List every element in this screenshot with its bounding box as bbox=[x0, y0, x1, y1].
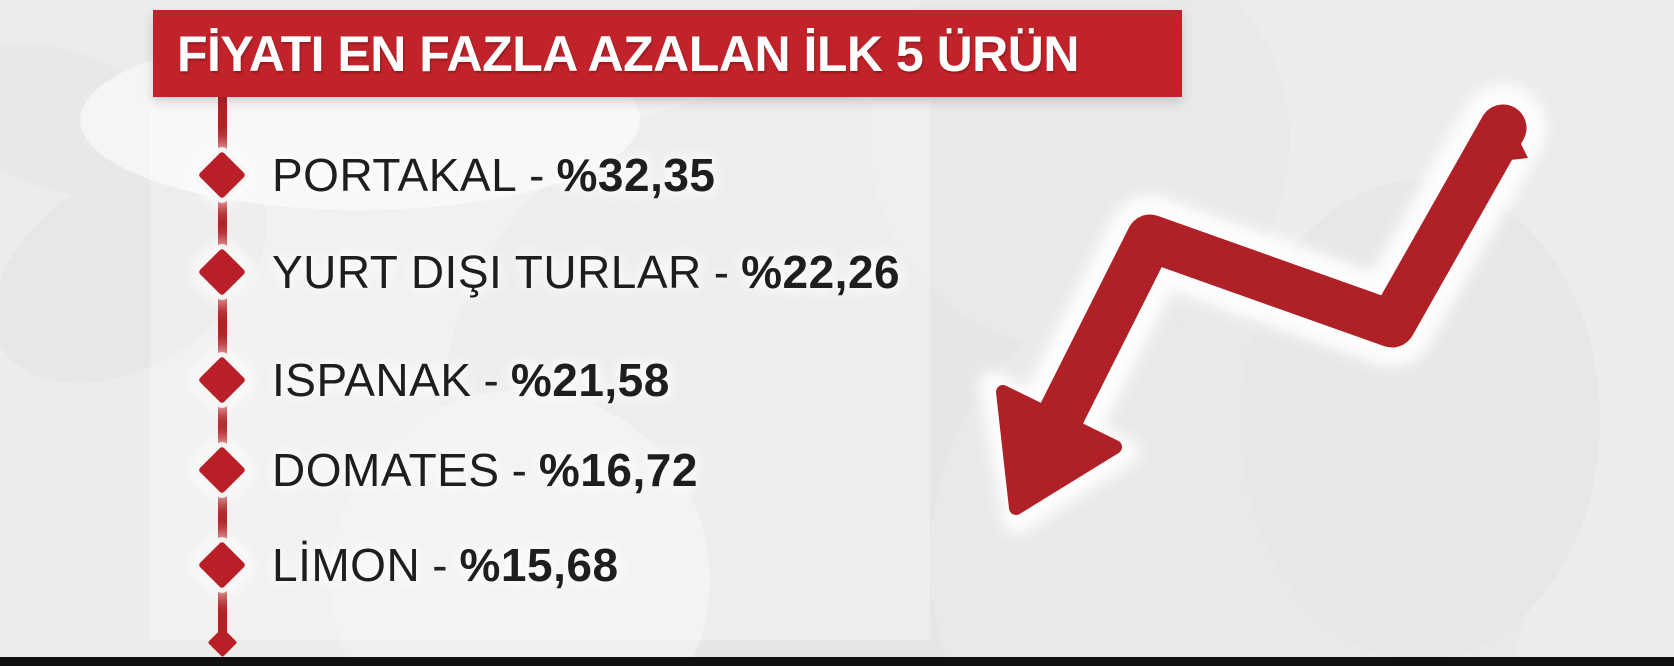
diamond-bullet-icon bbox=[196, 149, 248, 201]
diamond-bullet-icon bbox=[196, 246, 248, 298]
bottom-bar bbox=[0, 657, 1674, 666]
list-item: LİMON - %15,68 bbox=[196, 533, 619, 597]
diamond-bullet-icon bbox=[196, 444, 248, 496]
product-name: DOMATES bbox=[272, 444, 500, 496]
separator: - bbox=[713, 246, 730, 298]
list-item: ISPANAK - %21,58 bbox=[196, 348, 670, 412]
separator: - bbox=[529, 149, 545, 201]
header-banner: FİYATI EN FAZLA AZALAN İLK 5 ÜRÜN bbox=[153, 10, 1182, 97]
diamond-bullet-icon bbox=[196, 354, 248, 406]
product-value: %21,58 bbox=[510, 354, 670, 406]
separator: - bbox=[483, 354, 499, 406]
list-item: PORTAKAL - %32,35 bbox=[196, 143, 716, 207]
product-value: %16,72 bbox=[538, 444, 698, 496]
product-name: YURT DIŞI TURLAR bbox=[272, 246, 702, 298]
product-value: %22,26 bbox=[741, 246, 901, 298]
product-value: %32,35 bbox=[556, 149, 716, 201]
list-item: DOMATES - %16,72 bbox=[196, 438, 698, 502]
list-item: YURT DIŞI TURLAR - %22,26 bbox=[196, 240, 900, 304]
page-title: FİYATI EN FAZLA AZALAN İLK 5 ÜRÜN bbox=[177, 25, 1080, 82]
product-value: %15,68 bbox=[459, 539, 619, 591]
product-name: PORTAKAL bbox=[272, 149, 518, 201]
product-name: LİMON bbox=[272, 539, 421, 591]
separator: - bbox=[432, 539, 448, 591]
diamond-bullet-icon bbox=[196, 539, 248, 591]
separator: - bbox=[511, 444, 527, 496]
product-name: ISPANAK bbox=[272, 354, 472, 406]
